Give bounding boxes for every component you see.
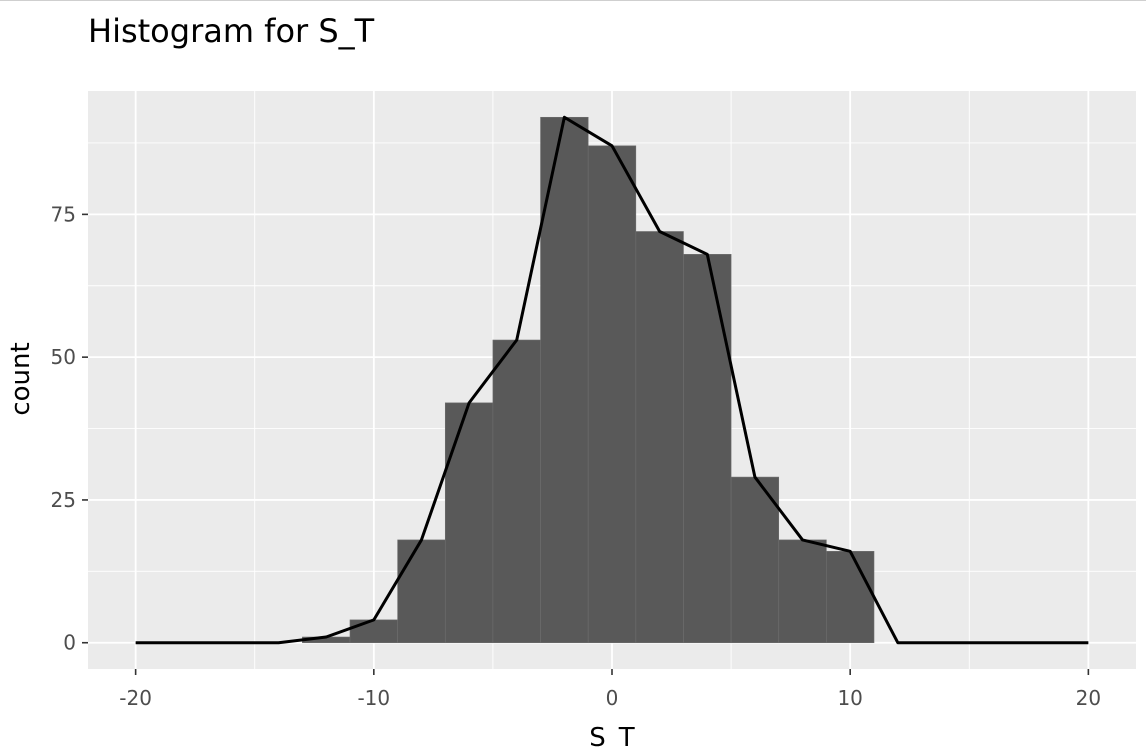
- x-axis-label: S_T: [589, 723, 635, 750]
- y-axis: 0 25 50 75: [51, 202, 88, 654]
- histogram-bar: [350, 620, 398, 643]
- histogram-bar: [398, 540, 446, 643]
- x-tick-label: -10: [357, 686, 390, 710]
- x-axis: -20 -10 0 10 20: [119, 669, 1101, 710]
- histogram-bar: [588, 146, 636, 643]
- y-tick-label: 50: [51, 345, 76, 369]
- x-tick-label: 0: [606, 686, 619, 710]
- y-tick-label: 0: [63, 631, 76, 655]
- histogram-bar: [493, 340, 541, 643]
- histogram-bar: [731, 477, 779, 643]
- y-axis-label: count: [6, 342, 36, 415]
- y-tick-label: 25: [51, 488, 76, 512]
- x-tick-label: 10: [837, 686, 862, 710]
- histogram-bar: [445, 403, 493, 643]
- x-tick-label: -20: [119, 686, 152, 710]
- histogram-bar: [636, 232, 684, 643]
- y-tick-label: 75: [51, 202, 76, 226]
- x-tick-label: 20: [1076, 686, 1101, 710]
- histogram-bar: [826, 551, 874, 642]
- histogram-bar: [779, 540, 827, 643]
- histogram-bar: [683, 254, 731, 642]
